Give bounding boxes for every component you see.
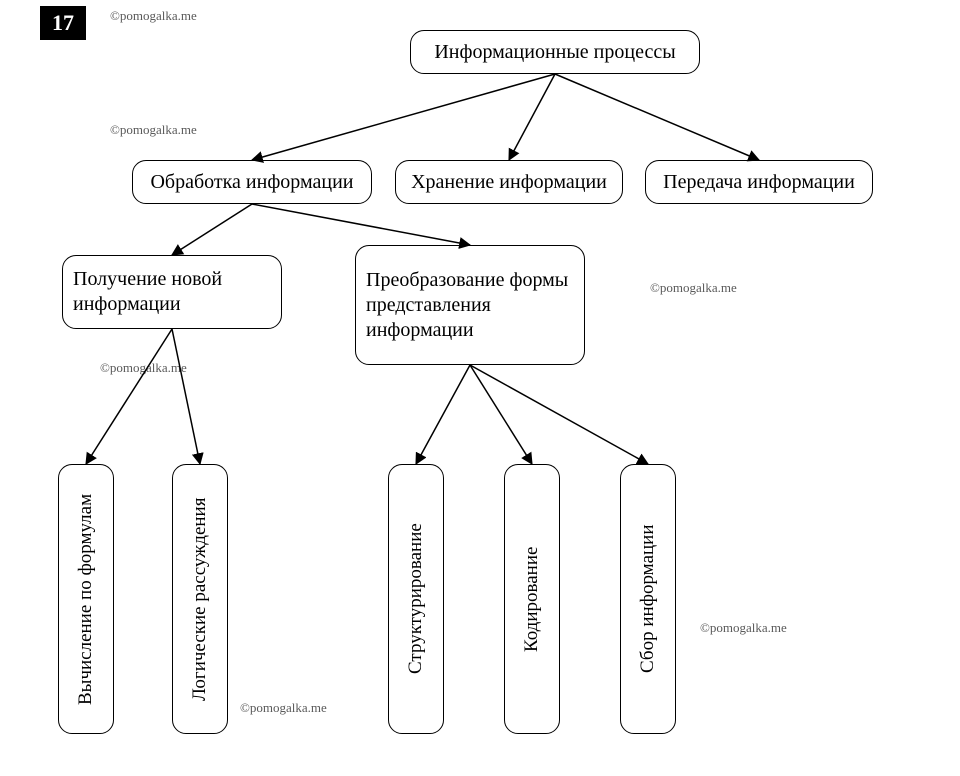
node-processing: Обработка информации xyxy=(132,160,372,204)
node-collect: Сбор информации xyxy=(620,464,676,734)
node-storage: Хранение информации xyxy=(395,160,623,204)
node-code: Кодирование xyxy=(504,464,560,734)
node-struct: Структурирование xyxy=(388,464,444,734)
diagram-canvas: { "badge": "17", "watermark_text": "©pom… xyxy=(0,0,960,776)
watermark: ©pomogalka.me xyxy=(240,700,327,716)
node-form: Преобразование формы представления инфор… xyxy=(355,245,585,365)
watermark: ©pomogalka.me xyxy=(650,280,737,296)
node-root: Информационные процессы xyxy=(410,30,700,74)
watermark: ©pomogalka.me xyxy=(700,620,787,636)
node-logic: Логические рассуждения xyxy=(172,464,228,734)
node-calc: Вычисление по формулам xyxy=(58,464,114,734)
node-get-new: Получение новой информации xyxy=(62,255,282,329)
page-number-badge: 17 xyxy=(40,6,86,40)
arrows-layer xyxy=(0,0,960,776)
watermark: ©pomogalka.me xyxy=(100,360,187,376)
node-transfer: Передача информации xyxy=(645,160,873,204)
watermark: ©pomogalka.me xyxy=(110,122,197,138)
watermark: ©pomogalka.me xyxy=(110,8,197,24)
